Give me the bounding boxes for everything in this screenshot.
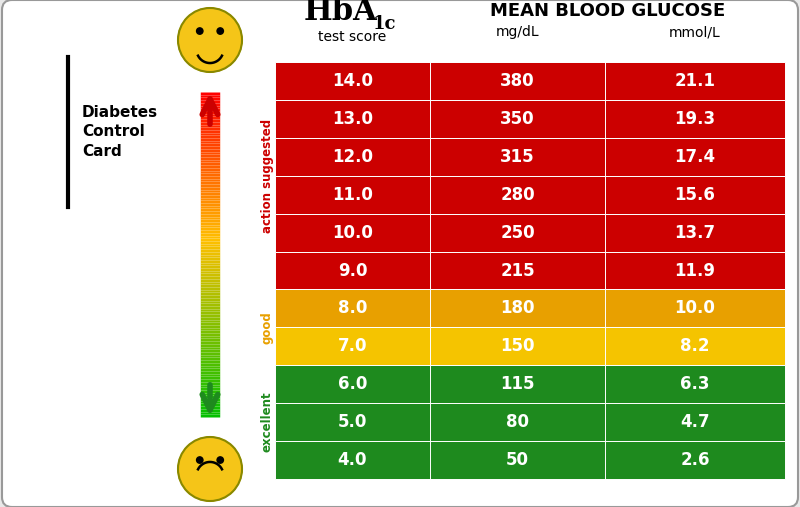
Bar	[275, 251, 785, 289]
Bar	[275, 289, 785, 328]
Text: 350: 350	[500, 110, 535, 128]
Text: 8.0: 8.0	[338, 300, 367, 317]
Text: 380: 380	[500, 72, 535, 90]
Text: 19.3: 19.3	[674, 110, 715, 128]
Text: 10.0: 10.0	[674, 300, 715, 317]
Bar	[275, 138, 785, 176]
Text: test score: test score	[318, 30, 386, 44]
Text: 17.4: 17.4	[674, 148, 715, 166]
Text: 180: 180	[500, 300, 534, 317]
Text: 80: 80	[506, 413, 529, 431]
Bar	[275, 213, 785, 251]
Text: 12.0: 12.0	[332, 148, 373, 166]
Text: 50: 50	[506, 451, 529, 469]
Circle shape	[217, 28, 223, 34]
Text: 10.0: 10.0	[332, 224, 373, 242]
Text: good: good	[261, 311, 274, 344]
Text: 11.9: 11.9	[674, 262, 715, 279]
Bar	[275, 176, 785, 213]
Text: 6.0: 6.0	[338, 375, 367, 393]
Text: 8.2: 8.2	[680, 337, 710, 355]
Text: Diabetes
Control
Card: Diabetes Control Card	[82, 105, 158, 159]
Text: 250: 250	[500, 224, 535, 242]
Text: mg/dL: mg/dL	[496, 25, 539, 39]
Bar	[275, 441, 785, 479]
Text: 14.0: 14.0	[332, 72, 373, 90]
Circle shape	[178, 437, 242, 501]
Text: 15.6: 15.6	[674, 186, 715, 204]
Text: 280: 280	[500, 186, 535, 204]
Bar	[275, 62, 785, 100]
Text: 7.0: 7.0	[338, 337, 367, 355]
Bar	[275, 403, 785, 441]
Text: excellent: excellent	[261, 392, 274, 452]
Bar	[275, 328, 785, 365]
Circle shape	[178, 8, 242, 72]
Bar	[275, 100, 785, 138]
Text: 1c: 1c	[373, 15, 396, 33]
Text: 5.0: 5.0	[338, 413, 367, 431]
Circle shape	[197, 457, 203, 463]
Text: 9.0: 9.0	[338, 262, 367, 279]
Text: 4.7: 4.7	[680, 413, 710, 431]
Text: 13.0: 13.0	[332, 110, 373, 128]
Text: MEAN BLOOD GLUCOSE: MEAN BLOOD GLUCOSE	[490, 2, 725, 20]
Text: 315: 315	[500, 148, 535, 166]
Text: 6.3: 6.3	[680, 375, 710, 393]
Text: 215: 215	[500, 262, 535, 279]
Text: 2.6: 2.6	[680, 451, 710, 469]
Text: 115: 115	[500, 375, 534, 393]
Text: 21.1: 21.1	[674, 72, 715, 90]
Text: 4.0: 4.0	[338, 451, 367, 469]
Circle shape	[197, 28, 203, 34]
Text: mmol/L: mmol/L	[669, 25, 721, 39]
Text: 11.0: 11.0	[332, 186, 373, 204]
Circle shape	[217, 457, 223, 463]
Text: 150: 150	[500, 337, 534, 355]
Bar	[275, 365, 785, 403]
Text: 13.7: 13.7	[674, 224, 715, 242]
Text: action suggested: action suggested	[261, 119, 274, 233]
Text: HbA: HbA	[304, 0, 378, 27]
